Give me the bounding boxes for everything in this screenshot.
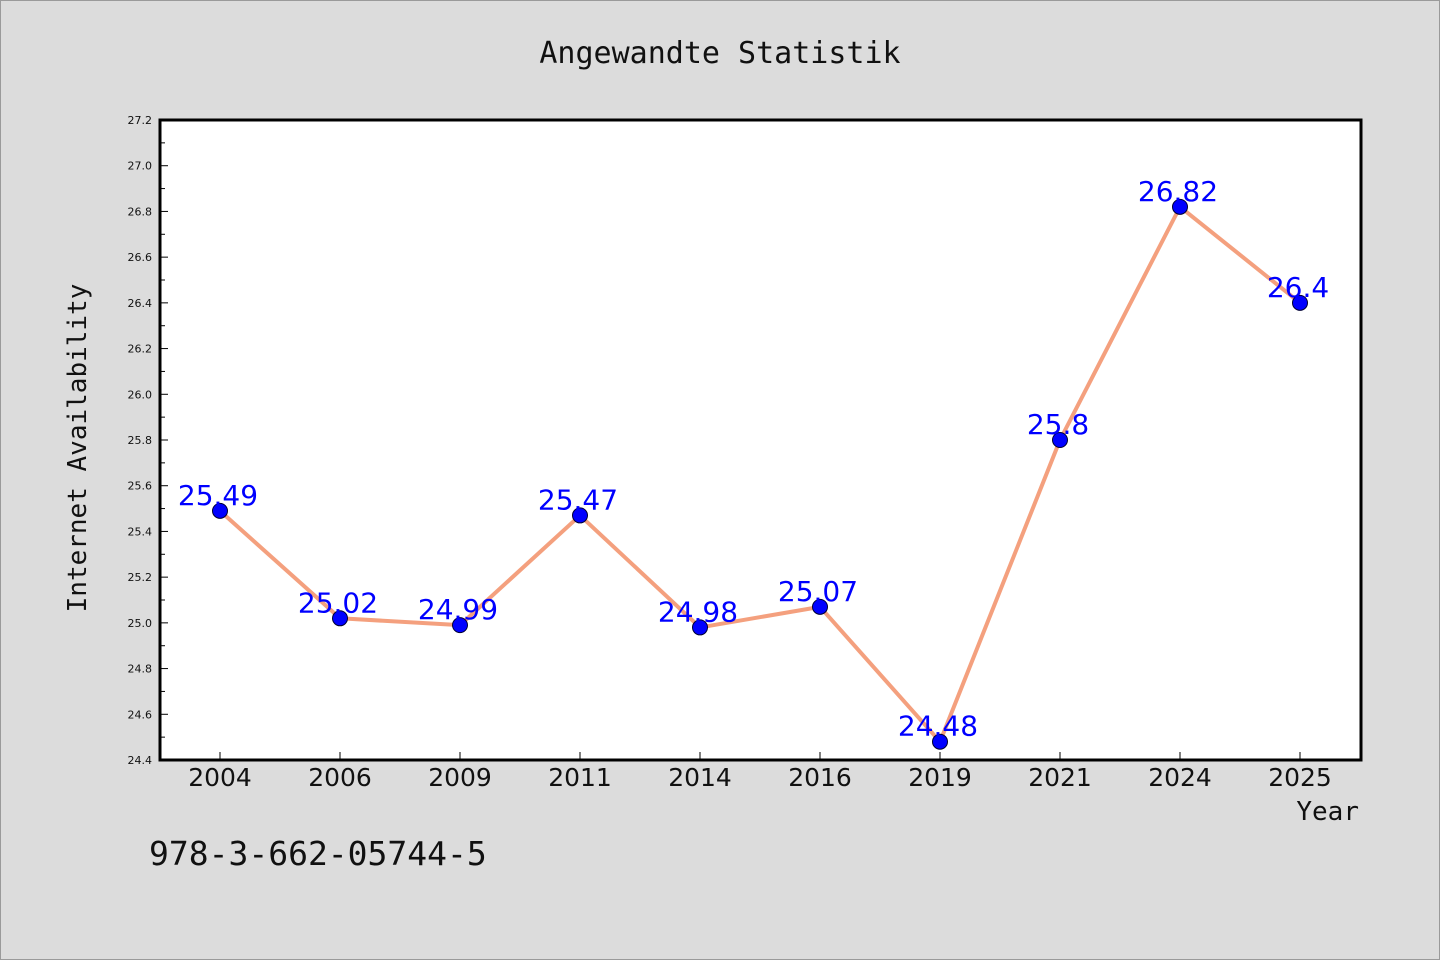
data-point (212, 502, 228, 519)
y-tick-label: 24.6 (128, 708, 153, 721)
y-tick-label: 25.2 (128, 571, 153, 584)
y-tick-label: 24.8 (128, 663, 153, 676)
data-label: 25.47 (538, 483, 618, 516)
data-label: 25.07 (778, 575, 858, 608)
y-tick-label: 25.0 (128, 617, 153, 630)
x-tick-label: 2016 (788, 763, 852, 792)
y-tick-label: 25.8 (128, 434, 153, 447)
y-tick-label: 26.0 (128, 388, 153, 401)
data-point (452, 617, 468, 634)
y-tick-label: 26.8 (128, 205, 153, 218)
isbn-footer: 978-3-662-05744-5 (149, 834, 487, 873)
data-label: 24.48 (898, 710, 978, 743)
x-tick-label: 2011 (548, 763, 612, 792)
x-tick-label: 2021 (1028, 763, 1092, 792)
x-axis-label: Year (1296, 797, 1359, 827)
data-label: 26.4 (1267, 271, 1329, 304)
y-tick-label: 25.6 (128, 480, 153, 493)
x-tick-label: 2025 (1268, 763, 1332, 792)
y-tick-label: 26.2 (128, 343, 153, 356)
y-axis: 24.4 24.6 24.8 25.0 25.2 25.4 25.6 25.8 26.0 26.2… (128, 114, 168, 767)
series-internet-availability (212, 198, 1308, 750)
y-tick-label: 24.4 (128, 754, 153, 767)
chart-title: Angewandte Statistik (539, 36, 900, 71)
x-tick-label: 2009 (428, 763, 492, 792)
data-point (1292, 294, 1308, 311)
y-tick-label: 27.0 (128, 160, 153, 173)
series-line (218, 204, 1302, 744)
y-tick-label: 26.6 (128, 251, 153, 264)
x-tick-label: 2004 (188, 763, 252, 792)
data-point (692, 619, 708, 636)
data-point (1172, 198, 1188, 215)
plot-area (158, 118, 1363, 762)
data-point (572, 507, 588, 524)
data-label: 24.99 (418, 593, 498, 626)
data-label: 25.49 (178, 479, 258, 512)
data-point (1052, 432, 1068, 448)
x-tick-label: 2024 (1148, 763, 1212, 792)
data-point (332, 610, 348, 627)
data-label: 25.02 (298, 586, 378, 619)
data-point (812, 598, 828, 615)
x-tick-label: 2019 (908, 763, 972, 792)
data-label: 25.8 (1027, 408, 1089, 441)
data-label: 26.82 (1138, 175, 1218, 208)
data-point (932, 733, 948, 750)
y-tick-label: 26.4 (128, 297, 153, 310)
data-label: 24.98 (658, 595, 738, 628)
y-tick-label: 27.2 (128, 114, 153, 127)
x-tick-label: 2014 (668, 763, 732, 792)
x-axis: 2004 2006 2009 2011 2014 2016 2019 2021 2024 2025 (188, 752, 1332, 792)
x-tick-label: 2006 (308, 763, 372, 792)
data-labels: 25.49 25.02 24.99 25.47 24.98 25.07 24.48 25.8 2… (178, 175, 1329, 743)
y-axis-label: Internet Availability (63, 284, 93, 613)
y-tick-label: 25.4 (128, 525, 153, 538)
